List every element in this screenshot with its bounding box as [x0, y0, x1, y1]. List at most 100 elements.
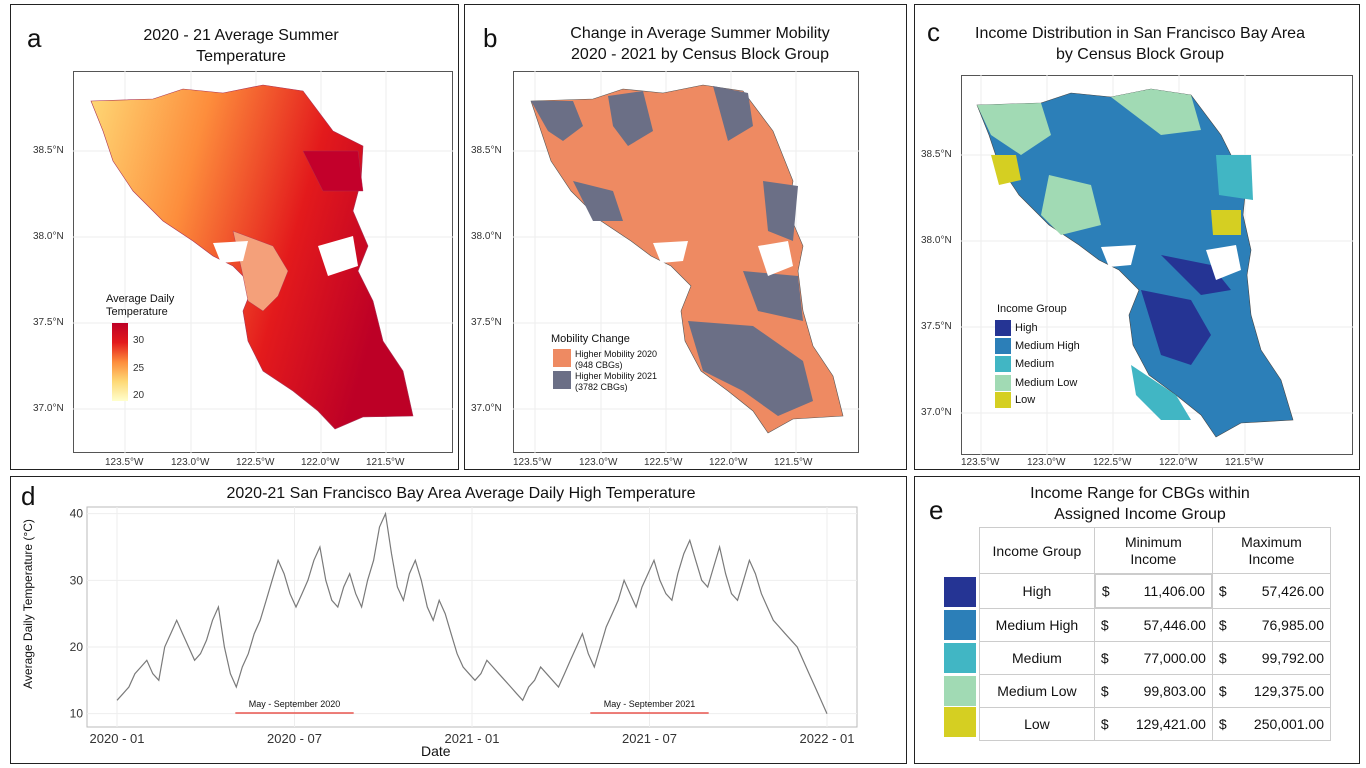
map-frame [513, 71, 859, 453]
annotation-label: May - September 2021 [604, 699, 696, 709]
panel-letter: b [483, 23, 498, 53]
temperature-series-line [116, 511, 828, 714]
lat-tick: 38.0°N [921, 235, 952, 246]
cell-max: $57,426.00 [1211, 573, 1332, 609]
cell-min: $129,421.00 [1093, 707, 1213, 741]
x-tick-label: 2020 - 01 [90, 731, 145, 746]
panel-d-temperature-chart: d 2020-21 San Francisco Bay Area Average… [10, 476, 907, 764]
lat-tick: 37.0°N [33, 403, 64, 414]
lon-tick: 122.0°W [301, 457, 340, 468]
y-tick-label: 40 [70, 507, 84, 521]
panel-letter: a [27, 23, 42, 53]
lon-tick: 123.5°W [105, 457, 144, 468]
panel-letter: d [21, 481, 36, 511]
panel-letter: e [929, 495, 944, 525]
legend-label-low: Low [1015, 394, 1036, 406]
map-frame [961, 75, 1353, 455]
panel-title: Income Distribution in San Francisco Bay… [955, 23, 1325, 65]
y-tick-label: 10 [70, 707, 84, 721]
cell-max: $129,375.00 [1211, 674, 1332, 708]
lon-tick: 123.0°W [579, 457, 618, 468]
legend-label-medium-low: Medium Low [1015, 377, 1078, 389]
cell-min: $57,446.00 [1093, 608, 1213, 642]
title-line-2: 2020 - 2021 by Census Block Group [571, 46, 829, 63]
temperature-colorbar [112, 323, 128, 401]
lon-tick: 121.5°W [1225, 457, 1264, 468]
cell-min: $11,406.00 [1094, 574, 1212, 608]
header-maximum-income: Maximum Income [1211, 527, 1332, 574]
annotation-label: May - September 2020 [249, 699, 341, 709]
chart-title: 2020-21 San Francisco Bay Area Average D… [226, 485, 696, 502]
income-table: Income Group Minimum Income Maximum Income… [979, 527, 1332, 741]
title-line-1: 2020 - 21 Average Summer [143, 27, 339, 44]
y-axis-label: Average Daily Temperature (°C) [21, 519, 35, 689]
y-tick-label: 30 [70, 573, 84, 587]
lat-tick: 38.0°N [33, 231, 64, 242]
title-line-2: Temperature [196, 48, 286, 65]
title-line-1: Change in Average Summer Mobility [570, 25, 830, 42]
lat-tick: 37.5°N [33, 317, 64, 328]
lon-tick: 123.5°W [513, 457, 552, 468]
cell-group: Medium [979, 641, 1095, 675]
cell-max: $250,001.00 [1211, 707, 1332, 741]
legend-title: Income Group [997, 303, 1067, 315]
legend-swatch-2021 [553, 371, 571, 389]
lat-tick: 38.5°N [921, 149, 952, 160]
cell-max: $76,985.00 [1211, 608, 1332, 642]
cell-max: $99,792.00 [1211, 641, 1332, 675]
lon-tick: 122.0°W [1159, 457, 1198, 468]
temperature-map [73, 71, 453, 453]
row-swatch-high [944, 577, 976, 607]
legend-label-medium: Medium [1015, 358, 1055, 370]
x-tick-label: 2021 - 01 [445, 731, 500, 746]
legend-label-2021: Higher Mobility 2021 (3782 CBGs) [575, 371, 658, 392]
table-row: Medium Low $99,803.00 $129,375.00 [979, 674, 1332, 708]
row-swatch-low [944, 707, 976, 737]
row-swatch-medium-high [944, 610, 976, 640]
table-row: Medium $77,000.00 $99,792.00 [979, 641, 1332, 675]
x-tick-label: 2020 - 07 [267, 731, 322, 746]
lon-tick: 121.5°W [774, 457, 813, 468]
table-header-row: Income Group Minimum Income Maximum Income [979, 527, 1332, 574]
lat-tick: 37.0°N [471, 403, 502, 414]
x-tick-label: 2022 - 01 [800, 731, 855, 746]
header-income-group: Income Group [979, 527, 1095, 574]
lat-tick: 38.0°N [471, 231, 502, 242]
legend-swatch-medium-low [995, 375, 1011, 391]
lat-tick: 37.5°N [471, 317, 502, 328]
mobility-map [513, 71, 859, 453]
lon-tick: 122.5°W [644, 457, 683, 468]
cell-group: Medium High [979, 608, 1095, 642]
cell-min: $99,803.00 [1093, 674, 1213, 708]
lat-tick: 38.5°N [33, 145, 64, 156]
lon-tick: 121.5°W [366, 457, 405, 468]
panel-title: Change in Average Summer Mobility 2020 -… [525, 23, 875, 65]
cell-group: High [979, 573, 1095, 609]
x-tick-label: 2021 - 07 [622, 731, 677, 746]
map-frame [73, 71, 453, 453]
table-row: High $11,406.00 $57,426.00 [979, 573, 1332, 609]
title-line-2: by Census Block Group [1055, 46, 1225, 63]
lon-tick: 122.5°W [1093, 457, 1132, 468]
panel-b-mobility-map: b Change in Average Summer Mobility 2020… [464, 4, 907, 470]
x-axis-label: Date [421, 743, 451, 759]
lat-tick: 37.5°N [921, 321, 952, 332]
income-map [961, 75, 1353, 455]
table-row: Low $129,421.00 $250,001.00 [979, 707, 1332, 741]
panel-a-temperature-map: a 2020 - 21 Average Summer Temperature 3… [10, 4, 459, 470]
legend-label-2020: Higher Mobility 2020 (948 CBGs) [575, 349, 658, 370]
colorbar-tick: 30 [133, 335, 145, 346]
lon-tick: 123.5°W [961, 457, 1000, 468]
title-line-1: Income Range for CBGs within [1030, 485, 1250, 502]
row-swatch-medium [944, 643, 976, 673]
panel-letter: c [927, 17, 940, 47]
legend-swatch-low [995, 392, 1011, 408]
lon-tick: 122.5°W [236, 457, 275, 468]
lat-tick: 38.5°N [471, 145, 502, 156]
lat-tick: 37.0°N [921, 407, 952, 418]
panel-title: 2020 - 21 Average Summer Temperature [91, 25, 391, 67]
cell-group: Low [979, 707, 1095, 741]
legend-swatch-high [995, 320, 1011, 336]
title-line-1: Income Distribution in San Francisco Bay… [975, 25, 1305, 42]
cell-min: $77,000.00 [1093, 641, 1213, 675]
